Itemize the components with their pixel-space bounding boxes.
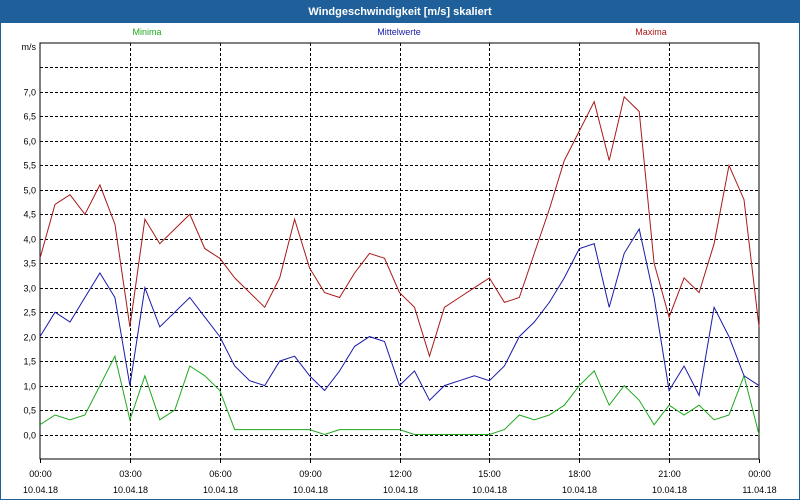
series-maxima-line <box>39 95 760 358</box>
y-tick-label: 1,5 <box>23 357 36 367</box>
x-tick-time: 03:00 <box>119 469 142 479</box>
x-tick-date: 10.04.18 <box>652 485 687 495</box>
x-tick-time: 06:00 <box>209 469 232 479</box>
x-tick-date: 10.04.18 <box>23 485 58 495</box>
legend-minima: Minima <box>132 27 161 37</box>
y-tick-label: 6,5 <box>23 112 36 122</box>
x-tick-time: 00:00 <box>29 469 52 479</box>
y-tick-label: 2,0 <box>23 333 36 343</box>
x-tick-date: 10.04.18 <box>383 485 418 495</box>
x-tick-date: 10.04.18 <box>472 485 507 495</box>
y-tick-label: 3,5 <box>23 259 36 269</box>
y-tick-label: 5,5 <box>23 161 36 171</box>
series-mittelwerte-line <box>39 227 760 402</box>
y-tick-label: 7,0 <box>23 88 36 98</box>
y-tick-label: 0,0 <box>23 431 36 441</box>
y-tick-label: 3,0 <box>23 284 36 294</box>
x-tick-time: 00:00 <box>748 469 771 479</box>
x-tick-date: 10.04.18 <box>113 485 148 495</box>
x-tick-time: 15:00 <box>478 469 501 479</box>
y-tick-label: 1,0 <box>23 382 36 392</box>
legend-mittelwerte: Mittelwerte <box>377 27 421 37</box>
legend-maxima: Maxima <box>635 27 667 37</box>
x-tick-time: 18:00 <box>568 469 591 479</box>
window-title: Windgeschwindigkeit [m/s] skaliert <box>1 1 799 23</box>
x-tick-date: 11.04.18 <box>742 485 776 495</box>
x-tick-date: 10.04.18 <box>203 485 238 495</box>
y-tick-label: 4,0 <box>23 235 36 245</box>
y-tick-label: 2,5 <box>23 308 36 318</box>
series-minima-line <box>39 354 760 436</box>
x-tick-time: 12:00 <box>389 469 412 479</box>
plot-area <box>39 42 760 460</box>
x-tick-time: 21:00 <box>658 469 681 479</box>
y-tick-label: 4,5 <box>23 210 36 220</box>
y-tick-label: 0,5 <box>23 406 36 416</box>
x-tick-date: 10.04.18 <box>293 485 328 495</box>
y-tick-label: 6,0 <box>23 137 36 147</box>
y-axis-label: m/s <box>22 42 37 52</box>
x-tick-time: 09:00 <box>299 469 322 479</box>
x-tick-date: 10.04.18 <box>562 485 597 495</box>
y-tick-label: 5,0 <box>23 186 36 196</box>
